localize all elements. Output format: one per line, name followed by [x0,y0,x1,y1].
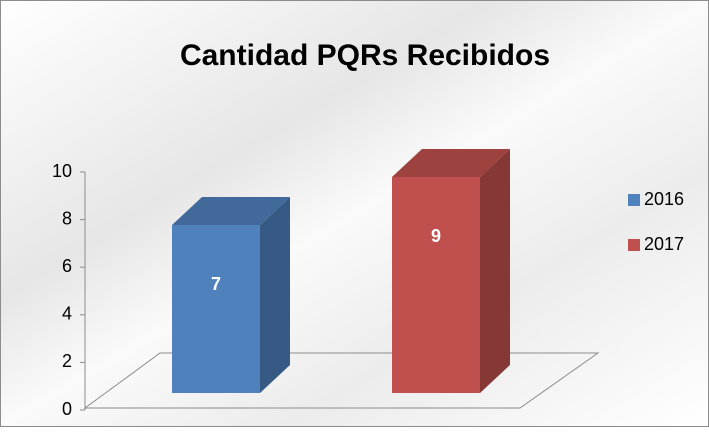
data-label: 7 [211,274,221,294]
legend-swatch [628,239,640,251]
y-tick-label: 8 [62,208,72,228]
y-tick-label: 10 [52,161,72,181]
bar-top [392,149,510,177]
bar-side [260,197,290,393]
bar [172,225,260,393]
legend-label: 2016 [644,189,684,209]
bar-side [480,149,510,393]
y-tick-label: 6 [62,256,72,276]
legend-swatch [628,194,640,206]
chart-title: Cantidad PQRs Recibidos [180,39,550,72]
floor [83,352,600,409]
y-tick-label: 0 [62,399,72,419]
bar [392,177,480,393]
legend-label: 2017 [644,234,684,254]
data-label: 9 [431,226,441,246]
y-tick-label: 4 [62,304,72,324]
bar-top [172,197,290,225]
y-tick-label: 2 [62,351,72,371]
